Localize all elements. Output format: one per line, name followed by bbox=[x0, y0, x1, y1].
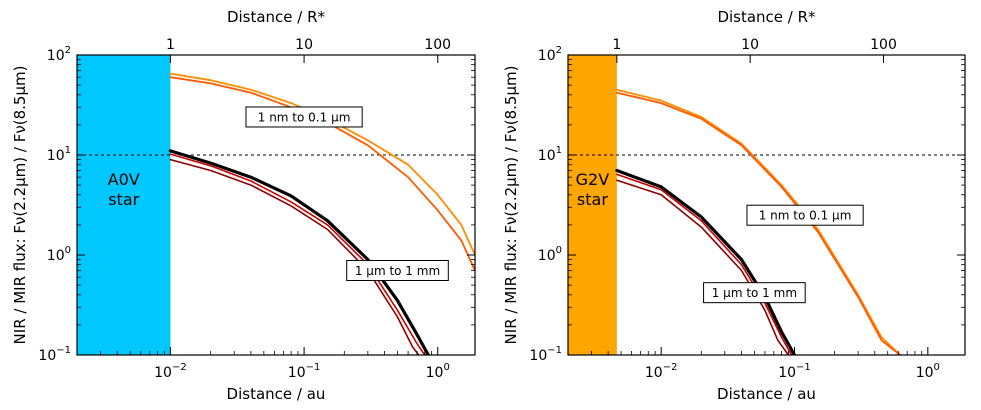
annotation-box bbox=[746, 204, 864, 226]
y-tick-label: 102 bbox=[538, 45, 562, 64]
annotation: 1 μm to 1 mm bbox=[346, 259, 449, 281]
annotation-box bbox=[703, 282, 806, 304]
y-tick-base: 10 bbox=[47, 148, 65, 164]
series-line-0: 1 nm to 0.1 μm (a) bbox=[169, 72, 475, 256]
x-tick-base: 10 bbox=[778, 365, 796, 381]
x-top-axis-title: Distance / R* bbox=[717, 8, 816, 26]
x-tick-exponent: −2 bbox=[172, 362, 187, 373]
annotation: 1 nm to 0.1 μm bbox=[245, 106, 363, 128]
y-tick-base: 10 bbox=[38, 348, 56, 364]
series-line-4: 1 μm to 1 mm (darkred) bbox=[169, 158, 420, 355]
x-tick-exponent: −1 bbox=[306, 362, 321, 373]
annotation-label: 1 nm to 0.1 μm bbox=[258, 110, 351, 124]
x-tick-base: 10 bbox=[645, 365, 663, 381]
chart-panel-a0v: 1 nm to 0.1 μm (a)1 nm to 0.1 μm (b)1 μm… bbox=[11, 8, 476, 403]
x-top-tick-label: 10 bbox=[741, 37, 759, 53]
x-tick-label: 10−1 bbox=[288, 362, 321, 381]
y-tick-exponent: −1 bbox=[547, 345, 562, 356]
plot-frame bbox=[76, 54, 476, 356]
x-top-tick-label: 1 bbox=[166, 37, 175, 53]
plot-area: 1 nm to 0.1 μm (a)1 nm to 0.1 μm (b)1 μm… bbox=[568, 55, 965, 355]
star-label-line: star bbox=[577, 190, 608, 209]
x-tick-base: 10 bbox=[916, 365, 934, 381]
series-line-3: 1 μm to 1 mm (red) bbox=[169, 153, 426, 355]
annotation-box bbox=[346, 259, 449, 281]
y-tick-label: 100 bbox=[47, 245, 71, 264]
series-line-3: 1 μm to 1 mm (red) bbox=[616, 173, 793, 355]
x-tick-exponent: 0 bbox=[934, 362, 940, 373]
x-top-tick-label: 10 bbox=[295, 37, 313, 53]
y-tick-base: 10 bbox=[47, 48, 65, 64]
star-region bbox=[568, 55, 617, 355]
star-label: A0V star bbox=[108, 170, 140, 209]
annotation-label: 1 nm to 0.1 μm bbox=[759, 209, 852, 223]
y-tick-label: 102 bbox=[47, 45, 71, 64]
x-tick-label: 10−1 bbox=[778, 362, 811, 381]
annotation-label: 1 μm to 1 mm bbox=[712, 286, 797, 300]
series-line-1: 1 nm to 0.1 μm (b) bbox=[169, 76, 475, 272]
y-tick-exponent: 2 bbox=[65, 45, 71, 56]
y-tick-base: 10 bbox=[47, 248, 65, 264]
annotation-box bbox=[245, 106, 363, 128]
star-label-line: A0V bbox=[108, 170, 140, 189]
y-axis-title: NIR / MIR flux: Fν(2.2μm) / Fν(8.5μm) bbox=[11, 66, 29, 345]
x-tick-exponent: 0 bbox=[443, 362, 449, 373]
annotation: 1 μm to 1 mm bbox=[703, 282, 806, 304]
y-tick-label: 101 bbox=[538, 145, 562, 164]
y-tick-base: 10 bbox=[538, 148, 556, 164]
y-tick-exponent: 1 bbox=[556, 145, 562, 156]
x-axis-title: Distance / au bbox=[717, 385, 816, 403]
series-line-0: 1 nm to 0.1 μm (a) bbox=[616, 88, 902, 355]
x-tick-base: 10 bbox=[288, 365, 306, 381]
series-line-2: 1 μm to 1 mm (black) bbox=[168, 149, 430, 355]
y-tick-base: 10 bbox=[529, 348, 547, 364]
x-tick-exponent: −1 bbox=[796, 362, 811, 373]
y-tick-label: 100 bbox=[538, 245, 562, 264]
annotation-label: 1 μm to 1 mm bbox=[355, 264, 440, 278]
x-top-tick-label: 100 bbox=[870, 37, 897, 53]
x-tick-exponent: −2 bbox=[663, 362, 678, 373]
x-tick-base: 10 bbox=[154, 365, 172, 381]
series-line-2: 1 μm to 1 mm (black) bbox=[615, 168, 797, 355]
y-tick-base: 10 bbox=[538, 248, 556, 264]
star-label-line: star bbox=[108, 190, 139, 209]
plot-area: 1 nm to 0.1 μm (a)1 nm to 0.1 μm (b)1 μm… bbox=[77, 55, 475, 355]
x-axis-title: Distance / au bbox=[227, 385, 326, 403]
y-tick-exponent: 2 bbox=[556, 45, 562, 56]
y-tick-exponent: −1 bbox=[56, 345, 71, 356]
series-line-1: 1 nm to 0.1 μm (b) bbox=[616, 91, 902, 355]
chart-panel-g2v: 1 nm to 0.1 μm (a)1 nm to 0.1 μm (b)1 μm… bbox=[502, 8, 966, 403]
x-tick-label: 10−2 bbox=[154, 362, 187, 381]
y-tick-exponent: 0 bbox=[65, 245, 71, 256]
y-tick-label: 10−1 bbox=[529, 345, 562, 364]
star-label: G2V star bbox=[576, 170, 610, 209]
x-tick-base: 10 bbox=[426, 365, 444, 381]
annotation: 1 nm to 0.1 μm bbox=[746, 204, 864, 226]
series-line-4: 1 μm to 1 mm (darkred) bbox=[616, 179, 790, 355]
y-tick-label: 10−1 bbox=[38, 345, 71, 364]
x-tick-label: 10−2 bbox=[645, 362, 678, 381]
y-tick-exponent: 1 bbox=[65, 145, 71, 156]
x-tick-label: 100 bbox=[916, 362, 940, 381]
x-tick-label: 100 bbox=[426, 362, 450, 381]
y-tick-exponent: 0 bbox=[556, 245, 562, 256]
x-top-tick-label: 100 bbox=[424, 37, 451, 53]
y-axis-title: NIR / MIR flux: Fν(2.2μm) / Fν(8.5μm) bbox=[502, 66, 520, 345]
y-tick-label: 101 bbox=[47, 145, 71, 164]
x-top-axis-title: Distance / R* bbox=[227, 8, 326, 26]
x-top-tick-label: 1 bbox=[612, 37, 621, 53]
star-region bbox=[77, 55, 171, 355]
star-label-line: G2V bbox=[576, 170, 610, 189]
y-tick-base: 10 bbox=[538, 48, 556, 64]
plot-frame bbox=[567, 54, 966, 356]
